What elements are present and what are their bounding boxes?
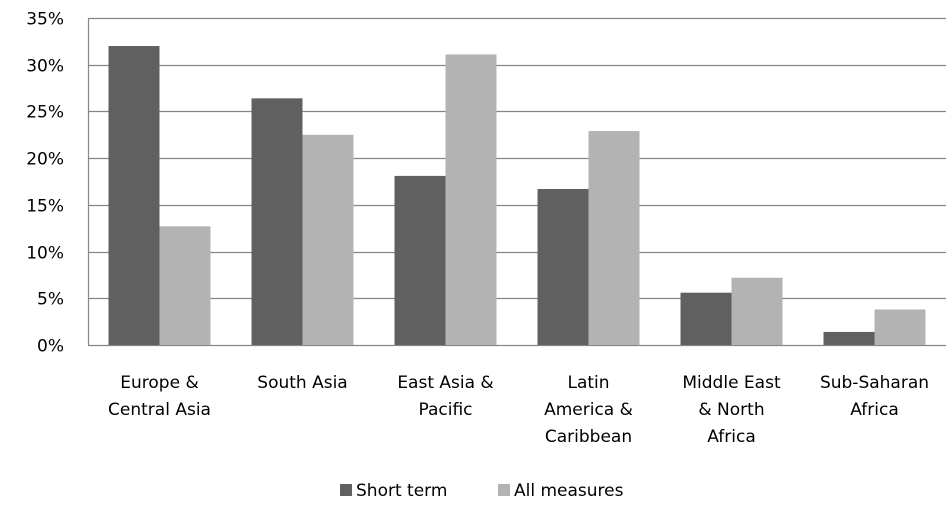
bar-short-term [537, 188, 589, 345]
bar-short-term [823, 331, 875, 345]
bar-all-measures [874, 309, 926, 345]
bar-all-measures [159, 226, 211, 345]
category-label: Sub-Saharan Africa [820, 373, 929, 420]
legend-label: All measures [514, 481, 624, 501]
y-tick-label: 35% [26, 10, 64, 30]
bar-all-measures [302, 134, 354, 345]
y-tick-label: 30% [26, 57, 64, 77]
bar-short-term [680, 292, 732, 345]
bar-all-measures [731, 277, 783, 345]
gridlines [87, 17, 946, 347]
category-label: Middle East & North Africa [682, 373, 781, 447]
category-label: East Asia & Pacific [397, 373, 493, 420]
bar-short-term [108, 46, 160, 346]
bar-all-measures [588, 131, 640, 345]
x-axis-category-labels: Europe & Central Asia South Asia East Asia … [108, 373, 929, 447]
bars [108, 46, 926, 346]
bar-short-term [251, 98, 303, 345]
y-tick-label: 20% [26, 150, 64, 170]
y-tick-label: 10% [26, 244, 64, 264]
category-label: Latin America & Caribbean [544, 373, 633, 447]
y-tick-label: 0% [37, 337, 64, 357]
legend-swatch [498, 484, 510, 496]
bar-all-measures [445, 54, 497, 346]
y-tick-label: 15% [26, 197, 64, 217]
y-axis-tick-labels: 0% 5% 10% 15% 20% 25% 30% 35% [26, 10, 64, 357]
y-tick-label: 5% [37, 290, 64, 310]
bar-short-term [394, 175, 446, 345]
category-label: South Asia [257, 373, 347, 393]
category-label: Europe & Central Asia [108, 373, 211, 420]
legend: Short term All measures [340, 481, 624, 501]
legend-label: Short term [356, 481, 447, 501]
legend-swatch [340, 484, 352, 496]
y-tick-label: 25% [26, 103, 64, 123]
